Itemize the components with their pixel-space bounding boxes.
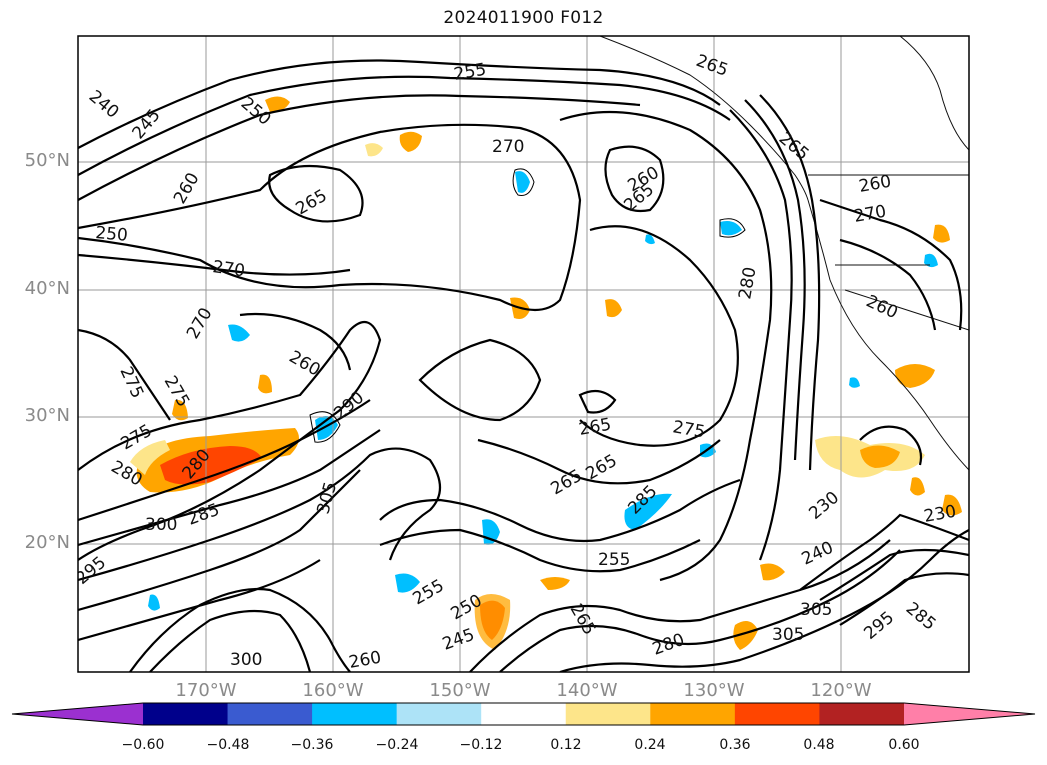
lon-label: 120°W <box>810 680 872 701</box>
colorbar-tick: −0.12 <box>459 737 503 753</box>
yellow-region-west <box>130 440 170 475</box>
colorbar-tick: 0.60 <box>888 737 920 753</box>
coastlines <box>599 36 969 471</box>
lon-label: 170°W <box>175 680 237 701</box>
colorbar-tick: 0.12 <box>550 737 582 753</box>
colorbar-tick: −0.48 <box>206 737 250 753</box>
lon-label: 150°W <box>429 680 491 701</box>
contour-label: 305 <box>800 600 832 620</box>
colorbar-tick: −0.36 <box>290 737 334 753</box>
contour-label: 255 <box>598 550 630 570</box>
contour-label: 300 <box>145 515 177 535</box>
lat-label: 30°N <box>24 405 70 426</box>
colorbar-tick: −0.60 <box>121 737 165 753</box>
shaded-anomaly-fields <box>130 96 962 650</box>
contour-lines <box>78 59 969 672</box>
colorbar-tick: 0.36 <box>719 737 751 753</box>
lon-label: 160°W <box>302 680 364 701</box>
contour-label: 260 <box>347 648 382 673</box>
orange-region-east3 <box>895 364 935 388</box>
orange-region-east2 <box>860 445 900 468</box>
contour-label: 250 <box>95 223 129 246</box>
lat-label: 50°N <box>24 150 70 171</box>
contour-label: 270 <box>492 137 524 157</box>
lat-label: 20°N <box>24 532 70 553</box>
colorbar-tick: 0.24 <box>634 737 666 753</box>
map-border <box>77 35 970 673</box>
colorbar-tick: 0.48 <box>803 737 835 753</box>
chart-title: 2024011900 F012 <box>443 8 604 28</box>
contour-label: 270 <box>211 257 246 281</box>
map-frame <box>78 36 969 672</box>
colorbar-tick: −0.24 <box>375 737 419 753</box>
contour-label: 305 <box>772 625 804 645</box>
lat-label: 40°N <box>24 278 70 299</box>
lon-label: 140°W <box>556 680 618 701</box>
lon-label: 130°W <box>683 680 745 701</box>
contour-label: 300 <box>230 650 262 670</box>
thin-contours <box>309 168 746 443</box>
red-region-west <box>160 446 262 485</box>
gridlines <box>78 36 969 672</box>
